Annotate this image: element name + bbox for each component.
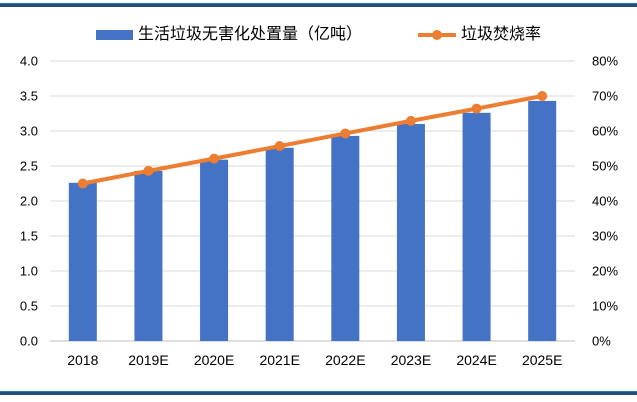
legend-label-bar-series: 生活垃圾无害化处置量（亿吨） xyxy=(137,26,362,43)
left-axis-tick: 3.0 xyxy=(20,124,38,139)
right-axis-tick: 70% xyxy=(592,89,618,104)
line-swatch-marker-icon xyxy=(432,30,442,40)
x-axis-label-2021E: 2021E xyxy=(259,352,299,368)
left-axis-tick: 0.0 xyxy=(20,334,38,349)
x-axis-label-2025E: 2025E xyxy=(522,352,562,368)
left-axis-tick: 1.5 xyxy=(20,229,38,244)
line-series-swatch xyxy=(418,30,456,40)
line-marker-2019E xyxy=(143,165,154,176)
x-axis-label-2020E: 2020E xyxy=(194,352,234,368)
right-axis-tick: 40% xyxy=(592,194,618,209)
top-divider xyxy=(0,3,637,7)
line-marker-2020E xyxy=(209,153,220,164)
bar-2024E xyxy=(462,112,491,341)
line-marker-2023E xyxy=(405,115,416,126)
line-marker-2025E xyxy=(537,91,548,101)
bar-2023E xyxy=(396,124,425,341)
bar-2021E xyxy=(265,147,294,341)
left-axis-tick: 3.5 xyxy=(20,89,38,104)
x-axis-label-2019E: 2019E xyxy=(128,352,168,368)
chart-legend: 生活垃圾无害化处置量（亿吨） 垃圾焚烧率 xyxy=(0,26,637,44)
bar-series-swatch xyxy=(95,30,133,40)
left-axis-tick: 2.0 xyxy=(20,194,38,209)
line-marker-2022E xyxy=(340,128,351,139)
right-axis-tick: 80% xyxy=(592,54,618,69)
bar-2020E xyxy=(200,159,229,341)
left-axis-tick: 4.0 xyxy=(20,54,38,69)
x-axis-label-2018: 2018 xyxy=(67,352,98,368)
left-axis-tick: 2.5 xyxy=(20,159,38,174)
bar-2022E xyxy=(331,135,360,341)
line-series-path xyxy=(80,94,545,186)
x-axis-label-2023E: 2023E xyxy=(391,352,431,368)
left-axis-tick: 1.0 xyxy=(20,264,38,279)
bar-2025E xyxy=(528,100,557,342)
left-axis-tick: 0.5 xyxy=(20,299,38,314)
legend-item-line-series: 垃圾焚烧率 xyxy=(418,26,541,44)
legend-label-line-series: 垃圾焚烧率 xyxy=(461,26,542,43)
line-marker-2024E xyxy=(471,103,482,114)
x-axis-label-2022E: 2022E xyxy=(325,352,365,368)
line-marker-2018 xyxy=(77,178,88,189)
right-axis-tick: 10% xyxy=(592,299,618,314)
right-axis-tick: 30% xyxy=(592,229,618,244)
line-marker-2021E xyxy=(274,141,285,152)
right-axis-tick: 60% xyxy=(592,124,618,139)
bar-2019E xyxy=(134,170,163,341)
right-axis-tick: 50% xyxy=(592,159,618,174)
bar-2018 xyxy=(68,182,97,341)
x-axis-label-2024E: 2024E xyxy=(456,352,496,368)
bottom-divider xyxy=(0,391,637,395)
legend-item-bar-series: 生活垃圾无害化处置量（亿吨） xyxy=(95,26,362,44)
right-axis-tick: 0% xyxy=(592,334,611,349)
right-axis-tick: 20% xyxy=(592,264,618,279)
